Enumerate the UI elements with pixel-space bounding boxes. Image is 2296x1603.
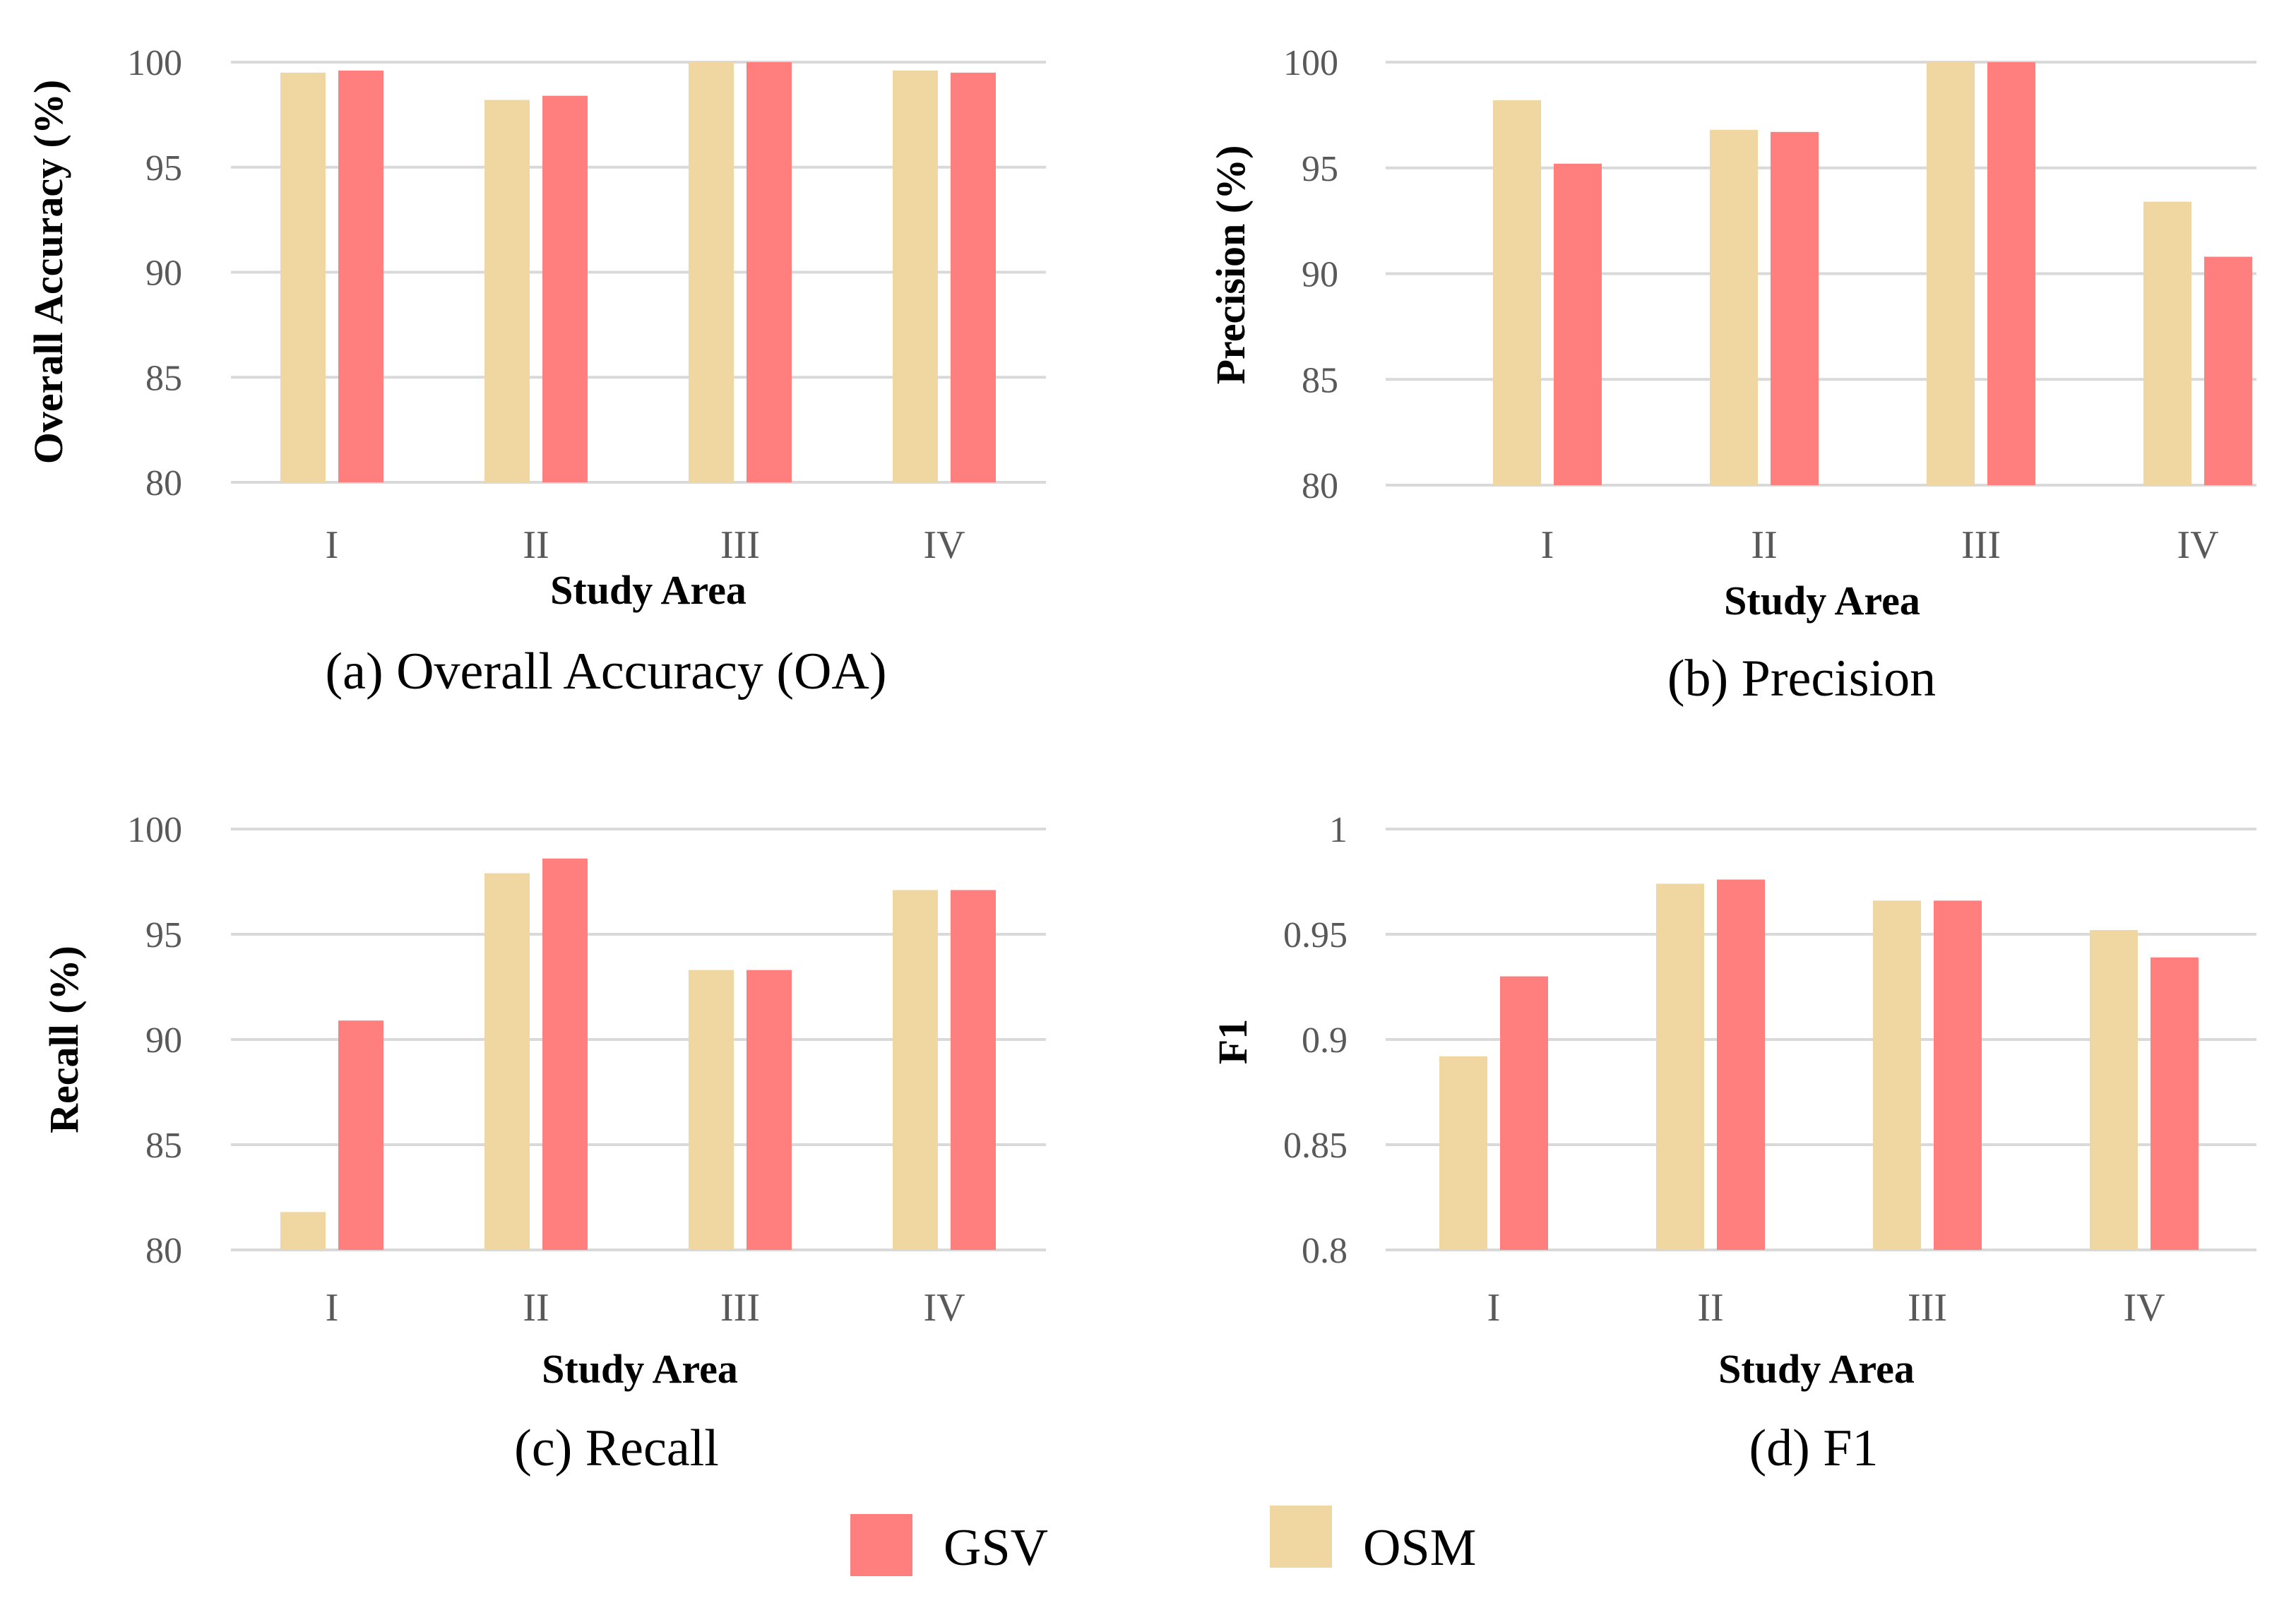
x-tick-label: IV bbox=[923, 1286, 965, 1330]
bar-gsv-i bbox=[1500, 976, 1548, 1250]
bar-gsv-iv bbox=[2151, 957, 2199, 1250]
bar-gsv-ii bbox=[542, 858, 588, 1250]
bar-gsv-iii bbox=[1934, 900, 1982, 1250]
bar-gsv-iv bbox=[951, 72, 996, 482]
bar-gsv-i bbox=[338, 1020, 383, 1250]
bar-osm-i bbox=[1493, 100, 1541, 485]
x-tick-label: I bbox=[326, 523, 339, 567]
y-axis-title: Recall (%) bbox=[41, 946, 87, 1133]
bar-gsv-ii bbox=[1771, 131, 1819, 485]
y-tick-label: 100 bbox=[127, 810, 182, 850]
bar-osm-ii bbox=[1710, 129, 1758, 485]
bar-osm-iv bbox=[893, 890, 938, 1250]
legend-swatch-osm bbox=[1270, 1506, 1332, 1568]
y-tick-label: 95 bbox=[145, 148, 182, 189]
y-axis-title: Overall Accuracy (%) bbox=[25, 80, 71, 464]
x-tick-label: I bbox=[326, 1286, 339, 1330]
x-axis-title: Study Area bbox=[1718, 1346, 1915, 1392]
y-tick-label: 90 bbox=[145, 1020, 182, 1061]
bar-gsv-iii bbox=[1987, 62, 2035, 485]
panel-caption: (c) Recall bbox=[514, 1419, 719, 1477]
bar-gsv-iii bbox=[747, 970, 792, 1250]
bar-osm-ii bbox=[1656, 883, 1704, 1250]
y-tick-label: 85 bbox=[145, 358, 182, 398]
bar-gsv-i bbox=[338, 70, 383, 482]
x-axis-title: Study Area bbox=[542, 1346, 738, 1392]
y-tick-label: 0.8 bbox=[1302, 1231, 1348, 1271]
bar-osm-iv bbox=[2143, 201, 2191, 485]
y-tick-label: 85 bbox=[1302, 360, 1338, 400]
legend-swatch-gsv bbox=[850, 1514, 912, 1576]
x-tick-label: II bbox=[523, 523, 549, 567]
bar-gsv-iv bbox=[2204, 256, 2252, 485]
y-tick-label: 85 bbox=[145, 1126, 182, 1166]
bar-gsv-ii bbox=[542, 95, 588, 483]
panel-caption: (d) F1 bbox=[1749, 1419, 1879, 1477]
x-tick-label: III bbox=[720, 523, 760, 567]
bar-osm-iv bbox=[2090, 930, 2138, 1250]
bar-osm-i bbox=[1439, 1056, 1487, 1250]
y-tick-label: 0.85 bbox=[1283, 1126, 1348, 1166]
y-tick-label: 80 bbox=[145, 463, 182, 503]
bar-osm-iv bbox=[893, 70, 938, 482]
bar-osm-ii bbox=[484, 100, 530, 483]
x-tick-label: IV bbox=[923, 523, 965, 567]
x-tick-label: IV bbox=[2177, 523, 2218, 567]
x-tick-label: IV bbox=[2123, 1286, 2165, 1330]
y-tick-label: 95 bbox=[145, 915, 182, 955]
y-axis-title: F1 bbox=[1210, 1019, 1256, 1064]
y-tick-label: 0.9 bbox=[1302, 1020, 1348, 1061]
legend-label-gsv: GSV bbox=[944, 1519, 1048, 1577]
bar-osm-iii bbox=[1873, 900, 1921, 1250]
y-tick-label: 100 bbox=[1283, 43, 1338, 83]
y-tick-label: 0.95 bbox=[1283, 915, 1348, 955]
y-tick-label: 80 bbox=[1302, 466, 1338, 506]
x-tick-label: II bbox=[523, 1286, 549, 1330]
bar-gsv-i bbox=[1554, 163, 1602, 485]
legend: GSV OSM bbox=[850, 1506, 1476, 1577]
bar-osm-iii bbox=[1927, 62, 1975, 485]
x-tick-label: I bbox=[1541, 523, 1554, 567]
x-axis-title: Study Area bbox=[1724, 578, 1920, 624]
bar-osm-i bbox=[280, 72, 326, 482]
y-tick-label: 90 bbox=[1302, 255, 1338, 295]
y-tick-label: 1 bbox=[1329, 810, 1348, 850]
x-tick-label: II bbox=[1697, 1286, 1723, 1330]
bar-gsv-iii bbox=[747, 62, 792, 482]
bar-osm-i bbox=[280, 1212, 326, 1250]
x-tick-label: I bbox=[1487, 1286, 1501, 1330]
x-tick-label: III bbox=[1961, 523, 2001, 567]
y-tick-label: 95 bbox=[1302, 149, 1338, 189]
bar-osm-iii bbox=[689, 970, 734, 1250]
x-tick-label: III bbox=[1908, 1286, 1947, 1330]
panel-caption: (b) Precision bbox=[1667, 650, 1936, 708]
x-tick-label: II bbox=[1751, 523, 1777, 567]
y-axis-title: Precision (%) bbox=[1208, 145, 1254, 385]
bar-osm-ii bbox=[484, 873, 530, 1250]
y-tick-label: 80 bbox=[145, 1231, 182, 1271]
bar-osm-iii bbox=[689, 62, 734, 482]
y-tick-label: 100 bbox=[127, 43, 182, 83]
bar-gsv-iv bbox=[951, 890, 996, 1250]
x-tick-label: III bbox=[720, 1286, 760, 1330]
x-axis-title: Study Area bbox=[550, 567, 747, 613]
legend-label-osm: OSM bbox=[1363, 1519, 1476, 1577]
bar-gsv-ii bbox=[1717, 879, 1765, 1250]
y-tick-label: 90 bbox=[145, 254, 182, 294]
panel-caption: (a) Overall Accuracy (OA) bbox=[325, 643, 886, 701]
